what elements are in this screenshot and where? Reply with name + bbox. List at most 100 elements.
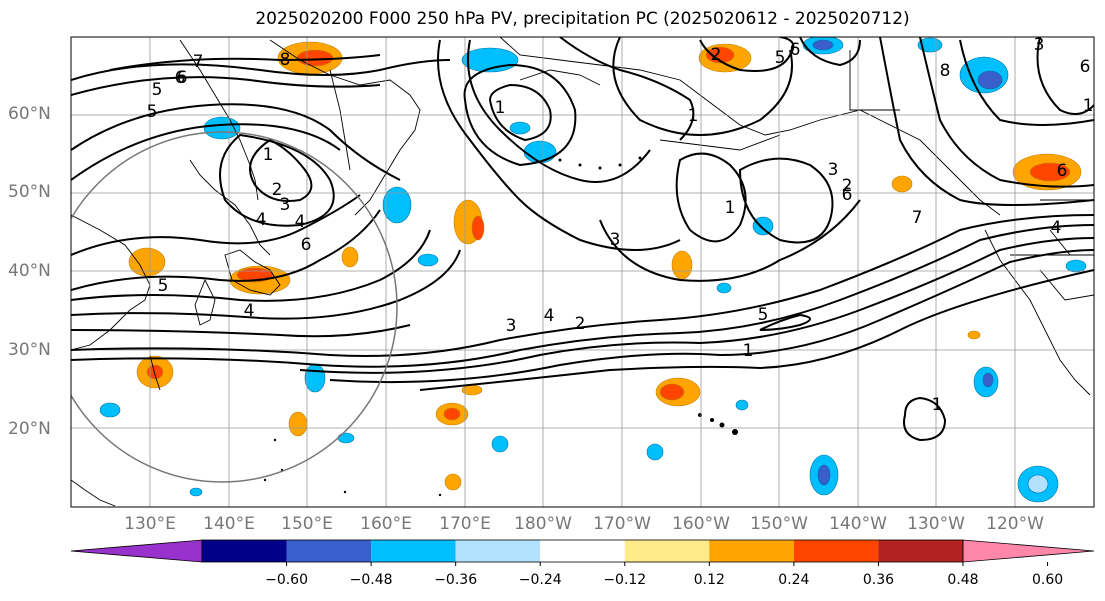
contour-label: 4 (1051, 218, 1062, 238)
contour-label: 1 (932, 395, 943, 415)
contour-label: 6 (177, 68, 188, 88)
contour-label: 6 (842, 185, 853, 205)
lon-label: 180°W (514, 514, 572, 534)
contour-label: 5 (158, 276, 169, 296)
precip-cell (982, 372, 994, 388)
colorbar-segment (709, 540, 794, 562)
precip-cell (337, 432, 355, 444)
colorbar-tick-label: 0.36 (862, 572, 895, 588)
precip-cell (443, 407, 461, 421)
colorbar-segment (371, 540, 456, 562)
precip-cell (671, 250, 693, 280)
colorbar-segment (540, 540, 625, 562)
precip-cell (1027, 474, 1049, 494)
precip-cell (417, 253, 439, 267)
lon-label: 130°W (907, 514, 965, 534)
coastlines (71, 37, 1094, 507)
precip-cell (1065, 259, 1087, 273)
colorbar-segment (793, 540, 879, 562)
contour-label: 8 (280, 50, 291, 70)
contour-label: 2 (272, 180, 283, 200)
precip-cell (189, 487, 203, 497)
contour-label: 1 (688, 106, 699, 126)
colorbar-segment (455, 540, 541, 562)
precip-cell (382, 186, 412, 224)
contour-label: 4 (256, 210, 267, 230)
colorbar-tick-label: 0.48 (947, 572, 979, 588)
precip-cell (509, 121, 531, 135)
precip-cell (491, 435, 509, 453)
lat-label: 20°N (8, 419, 51, 439)
contour-label: 1 (743, 341, 754, 361)
map-background (71, 37, 1094, 507)
precip-cell (891, 175, 913, 193)
lon-label: 160°E (360, 514, 412, 534)
precip-cell (128, 247, 166, 277)
precip-cell (471, 215, 485, 241)
map-title: 2025020200 F000 250 hPa PV, precipitatio… (255, 9, 910, 29)
precip-cell (967, 330, 981, 340)
colorbar-tick-label: 0.12 (693, 572, 725, 588)
contour-label: 4 (244, 301, 255, 321)
colorbar-extend-high (962, 539, 1095, 563)
precip-cell (523, 140, 557, 164)
contour-label: 5 (147, 102, 158, 122)
map-frame (70, 36, 1095, 508)
lon-label: 140°W (829, 514, 887, 534)
precip-cell (203, 116, 241, 140)
colorbar-tick-label: −0.36 (434, 572, 478, 588)
lon-label: 160°W (672, 514, 730, 534)
lon-label: 170°E (439, 514, 491, 534)
contour-label: 5 (775, 48, 786, 68)
precip-cell (752, 216, 774, 236)
lon-label: 120°W (986, 514, 1044, 534)
colorbar-extend-low (70, 539, 203, 563)
contour-label: 4 (295, 212, 306, 232)
precip-cell (444, 473, 462, 491)
precip-cell (817, 464, 831, 486)
precip-cell (716, 282, 732, 294)
contour-label: 6 (790, 40, 801, 60)
lon-label: 170°W (593, 514, 651, 534)
contour-label: 6 (175, 68, 186, 88)
contour-label: 3 (828, 160, 839, 180)
contour-label: 4 (544, 306, 555, 326)
precip-cell (288, 411, 308, 437)
contour-label: 3 (280, 195, 291, 215)
contour-label: 1 (263, 145, 274, 165)
colorbar-segment (286, 540, 372, 562)
colorbar-segment (202, 540, 287, 562)
contour-label: 3 (1034, 35, 1045, 55)
precip-cell (146, 364, 164, 380)
colorbar-segment (624, 540, 710, 562)
colorbar-tick-label: −0.24 (518, 572, 562, 588)
lat-label: 50°N (8, 182, 51, 202)
precip-cell (304, 363, 326, 393)
contour-label: 2 (711, 45, 722, 65)
colorbar-tick-label: −0.60 (265, 572, 308, 588)
contour-label: 2 (575, 314, 586, 334)
lat-label: 60°N (8, 104, 51, 124)
colorbar (70, 539, 1095, 566)
lon-label: 150°W (750, 514, 808, 534)
precip-cell (735, 399, 749, 411)
precip-cell (296, 49, 334, 67)
lat-label: 40°N (8, 261, 51, 281)
map-gridlines (71, 37, 1094, 507)
colorbar-tick-label: 0.24 (778, 572, 810, 588)
colorbar-frame (201, 539, 964, 563)
reference-circle (71, 131, 398, 483)
precip-cell (705, 46, 735, 64)
contour-label: 3 (506, 316, 517, 336)
colorbar-tick-label: −0.12 (603, 572, 647, 588)
contour-label: 1 (725, 198, 736, 218)
contour-label: 2 (842, 176, 853, 196)
contour-label: 1 (495, 98, 506, 118)
precip-cell (646, 443, 664, 461)
contour-label: 8 (940, 61, 951, 81)
contour-label: 6 (1080, 57, 1091, 77)
contour-label: 1 (1083, 96, 1094, 116)
precip-cell (1029, 162, 1071, 182)
island-dots (263, 156, 738, 497)
